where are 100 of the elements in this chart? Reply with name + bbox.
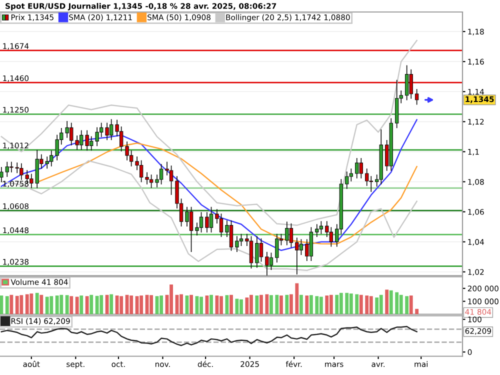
candlestick xyxy=(355,158,359,178)
candlestick xyxy=(249,236,254,269)
bar xyxy=(280,296,283,314)
candlestick xyxy=(265,252,269,276)
candlestick xyxy=(285,222,289,246)
bar xyxy=(260,294,263,314)
bar xyxy=(395,292,399,314)
bar xyxy=(20,295,24,314)
bar xyxy=(10,294,14,314)
bar xyxy=(289,294,293,314)
bar xyxy=(150,295,154,314)
bar xyxy=(235,298,239,314)
bar xyxy=(345,292,349,314)
bar xyxy=(375,297,379,314)
candlestick xyxy=(414,88,419,105)
candlestick xyxy=(189,206,194,252)
bar xyxy=(409,296,413,314)
bar xyxy=(65,295,69,314)
bar xyxy=(389,290,393,314)
candlestick xyxy=(299,239,304,256)
bar xyxy=(255,296,259,314)
candlestick xyxy=(359,158,363,178)
candlestick xyxy=(409,69,413,99)
bar xyxy=(309,295,313,314)
bar xyxy=(245,297,249,314)
bar xyxy=(305,296,309,314)
bar xyxy=(90,294,94,314)
bar xyxy=(70,296,74,314)
candlestick xyxy=(329,227,334,247)
candlestick xyxy=(235,236,239,252)
bar xyxy=(295,283,299,314)
candlestick xyxy=(105,122,109,140)
bar xyxy=(110,294,114,314)
bar xyxy=(35,292,39,314)
bar xyxy=(335,294,339,314)
bar xyxy=(80,296,84,314)
candlestick xyxy=(159,164,164,184)
bar xyxy=(15,296,19,314)
bar xyxy=(369,296,373,314)
bar xyxy=(405,296,409,314)
bar xyxy=(130,296,134,314)
candlestick xyxy=(229,220,234,251)
candlestick xyxy=(295,238,299,275)
bar xyxy=(220,296,223,314)
candlestick xyxy=(205,212,209,232)
bar xyxy=(359,294,363,314)
bar xyxy=(190,294,193,314)
bar xyxy=(105,294,109,314)
candlestick xyxy=(345,172,349,189)
bar xyxy=(319,296,323,314)
bar xyxy=(285,294,289,314)
bar xyxy=(75,296,79,314)
bar xyxy=(339,292,343,314)
candlestick xyxy=(125,142,129,160)
bar xyxy=(50,296,54,314)
bar xyxy=(210,294,213,314)
bar xyxy=(25,294,29,314)
bar xyxy=(115,296,119,314)
candlestick xyxy=(149,174,154,188)
bar xyxy=(85,296,89,314)
candlestick xyxy=(219,214,224,237)
candlestick xyxy=(109,119,114,140)
bar xyxy=(55,296,59,314)
line-series xyxy=(0,40,418,226)
bar xyxy=(315,296,319,314)
bar xyxy=(60,294,64,314)
candlestick xyxy=(259,238,264,262)
bar xyxy=(5,296,9,314)
bar xyxy=(30,294,34,314)
bar xyxy=(355,294,359,314)
bar xyxy=(399,294,403,314)
candlestick xyxy=(289,223,294,248)
candlestick xyxy=(239,234,244,246)
bar xyxy=(265,294,269,314)
bar xyxy=(125,294,129,314)
bar xyxy=(100,295,104,314)
line-series xyxy=(0,326,418,346)
candlestick xyxy=(404,65,409,100)
candlestick xyxy=(209,206,214,232)
bar xyxy=(349,294,353,314)
bar xyxy=(200,296,203,314)
candlestick xyxy=(139,160,144,182)
bar xyxy=(0,296,4,314)
candlestick xyxy=(199,212,204,232)
bar xyxy=(379,294,383,314)
bar xyxy=(329,294,333,314)
bar xyxy=(365,296,369,314)
line-series xyxy=(0,119,418,252)
bar xyxy=(40,294,44,314)
bar xyxy=(135,296,139,314)
bar xyxy=(385,290,389,314)
bar xyxy=(180,294,183,314)
candlestick xyxy=(119,126,124,152)
bar xyxy=(325,296,329,314)
candlestick xyxy=(275,234,279,263)
bar xyxy=(160,296,164,314)
bar xyxy=(299,294,303,314)
line-series xyxy=(0,160,418,271)
candlestick xyxy=(169,166,174,195)
candlestick xyxy=(349,168,354,182)
